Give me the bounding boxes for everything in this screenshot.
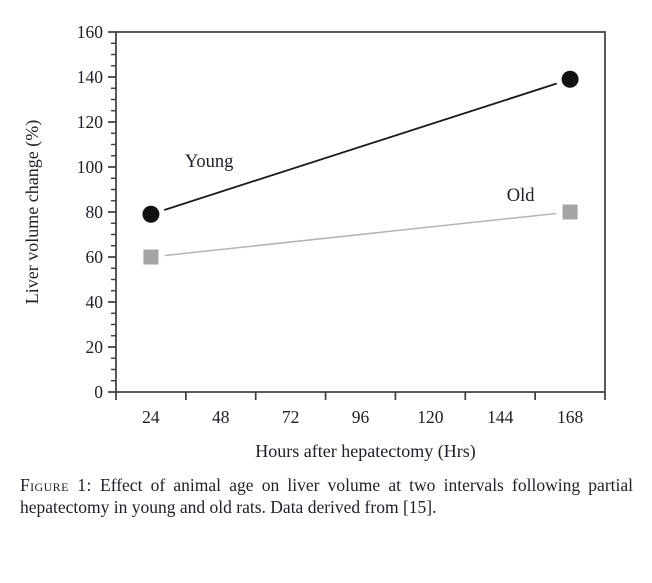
y-axis-tick-label: 140 [77, 67, 104, 87]
figure-caption: Figure 1: Effect of animal age on liver … [20, 474, 633, 519]
liver-volume-chart: 0 20 40 60 80 100 120 140 160 24 48 72 96 120 144 168 Ho… [22, 22, 606, 462]
figure-caption-label: Figure 1: [20, 475, 92, 495]
x-axis-tick-label: 144 [487, 407, 514, 427]
y-axis-tick-label: 120 [77, 112, 104, 132]
series-line-old [164, 212, 557, 257]
x-axis-tick-label: 72 [282, 407, 300, 427]
data-point-young-168 [561, 70, 579, 88]
y-axis-tick-label: 0 [94, 382, 103, 402]
chart-svg: 0 20 40 60 80 100 120 140 160 24 48 72 96 120 144 168 Ho… [22, 22, 606, 462]
x-axis-tick-label: 96 [352, 407, 370, 427]
x-axis-tick-label: 168 [557, 407, 584, 427]
data-point-young-24 [142, 205, 160, 223]
x-axis-title: Hours after hepatectomy (Hrs) [255, 441, 475, 462]
y-axis-tick-label: 40 [86, 292, 104, 312]
x-axis-tick-label: 120 [417, 407, 444, 427]
series-line-young [163, 82, 558, 211]
y-axis-tick-label: 80 [86, 202, 104, 222]
series-label-young: Young [185, 152, 234, 172]
plot-frame [115, 31, 606, 393]
data-point-old-168 [562, 204, 578, 220]
data-point-old-24 [143, 249, 159, 265]
y-axis-tick-label: 100 [77, 157, 104, 177]
y-axis-tick-label: 20 [86, 337, 104, 357]
series-label-old: Old [507, 186, 536, 206]
y-axis-title: Liver volume change (%) [22, 120, 43, 304]
y-axis-tick-label: 160 [77, 22, 104, 42]
x-axis-tick-label: 24 [142, 407, 160, 427]
y-axis-tick-label: 60 [86, 247, 104, 267]
x-axis-tick-label: 48 [212, 407, 230, 427]
figure-caption-text: Effect of animal age on liver volume at … [20, 475, 634, 518]
